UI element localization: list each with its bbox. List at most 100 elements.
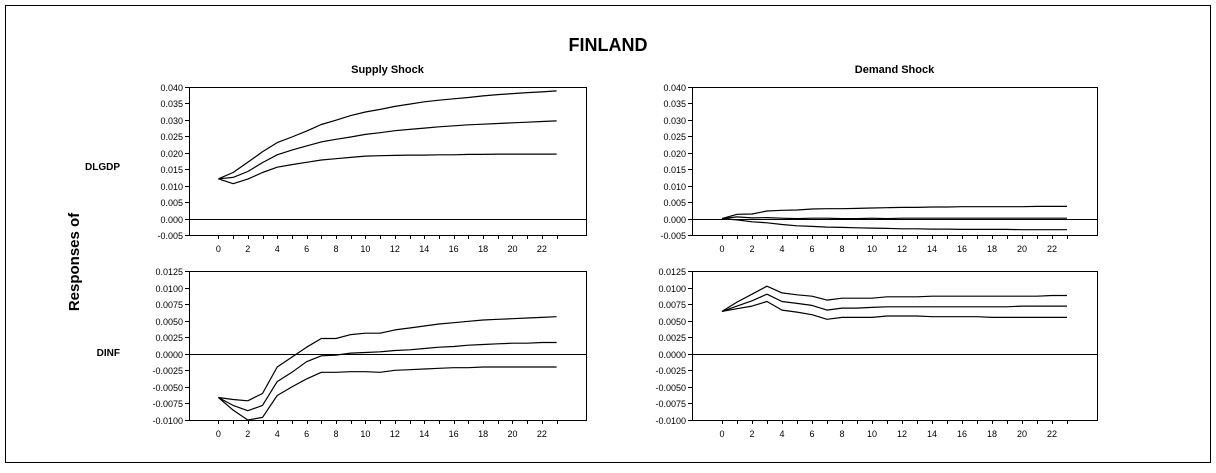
- x-tick-label: 2: [245, 429, 250, 439]
- x-tick-label: 20: [507, 244, 517, 254]
- y-tick-label: 0.0025: [658, 333, 686, 343]
- x-tick-label: 18: [478, 244, 488, 254]
- series-line-3: [721, 218, 1067, 231]
- x-tick-label: 2: [749, 429, 754, 439]
- plot-frame: [692, 87, 1098, 236]
- x-tick-label: 0: [216, 244, 221, 254]
- plot-frame: [189, 87, 587, 236]
- x-tick-label: 22: [1047, 429, 1057, 439]
- y-tick-label: 0.0050: [658, 317, 686, 327]
- x-tick-label: 4: [779, 429, 784, 439]
- y-tick-label: 0.040: [160, 83, 183, 93]
- y-tick-label: -0.0100: [655, 416, 686, 426]
- x-tick-label: 6: [809, 429, 814, 439]
- series-line-3: [218, 153, 557, 185]
- y-tick-label: 0.030: [663, 116, 686, 126]
- panel-1: Supply Shock DLGDP -0.005 0.000 0.005 0.010 0.…: [85, 64, 587, 254]
- y-tick-label: 0.000: [663, 215, 686, 225]
- x-tick-label: 12: [390, 429, 400, 439]
- y-tick-label: -0.005: [157, 231, 183, 241]
- y-tick-label: 0.025: [663, 132, 686, 142]
- y-tick-label: 0.0100: [155, 284, 183, 294]
- x-tick-label: 4: [779, 244, 784, 254]
- x-tick-label: 12: [390, 244, 400, 254]
- series-line-2: [721, 216, 1067, 220]
- x-tick-label: 18: [478, 429, 488, 439]
- x-tick-label: 2: [245, 244, 250, 254]
- y-tick-label: 0.010: [160, 182, 183, 192]
- y-tick-label: 0.0100: [658, 284, 686, 294]
- y-tick-label: -0.0050: [152, 383, 183, 393]
- figure-border: [5, 5, 1211, 463]
- x-tick-label: 8: [839, 429, 844, 439]
- y-tick-label: -0.0075: [655, 399, 686, 409]
- panel-title: Supply Shock: [351, 64, 425, 76]
- panel-2: Demand Shock -0.005 0.000 0.005 0.010 0.015 0.…: [660, 64, 1098, 254]
- x-tick-label: 22: [537, 429, 547, 439]
- y-tick-label: 0.0075: [658, 300, 686, 310]
- y-tick-label: 0.010: [663, 182, 686, 192]
- panel-title: Demand Shock: [855, 64, 935, 76]
- x-tick-label: 14: [419, 429, 429, 439]
- series-line-2: [721, 293, 1067, 312]
- x-tick-label: 0: [216, 429, 221, 439]
- x-tick-label: 6: [809, 244, 814, 254]
- x-tick-label: 16: [957, 244, 967, 254]
- panel-3: DINF -0.0100 -0.0075 -0.0050 -0.0025 0.0000 0.…: [97, 267, 587, 439]
- series-line-3: [721, 300, 1067, 320]
- y-tick-label: 0.030: [160, 116, 183, 126]
- y-tick-label: 0.025: [160, 132, 183, 142]
- x-tick-label: 0: [719, 244, 724, 254]
- y-tick-label: 0.0075: [155, 300, 183, 310]
- y-tick-label: 0.0050: [155, 317, 183, 327]
- plot-frame: [189, 271, 587, 421]
- x-tick-label: 16: [957, 429, 967, 439]
- x-tick-label: 10: [867, 429, 877, 439]
- responses-of-label: Responses of: [66, 212, 83, 311]
- series-line-1: [721, 285, 1067, 312]
- y-tick-label: 0.035: [160, 99, 183, 109]
- y-tick-label: 0.0025: [155, 333, 183, 343]
- x-tick-label: 14: [419, 244, 429, 254]
- series-line-1: [218, 90, 557, 180]
- x-tick-label: 14: [927, 244, 937, 254]
- series-line-1: [218, 316, 557, 402]
- x-tick-label: 14: [927, 429, 937, 439]
- x-tick-label: 12: [897, 244, 907, 254]
- y-tick-label: 0.0000: [155, 350, 183, 360]
- x-tick-label: 20: [1017, 244, 1027, 254]
- y-tick-label: 0.0125: [155, 267, 183, 277]
- y-tick-label: -0.0075: [152, 399, 183, 409]
- figure-title: FINLAND: [569, 35, 648, 55]
- y-tick-label: 0.015: [663, 165, 686, 175]
- x-tick-label: 10: [867, 244, 877, 254]
- x-tick-label: 6: [304, 429, 309, 439]
- x-tick-label: 8: [334, 244, 339, 254]
- y-tick-label: 0.0125: [658, 267, 686, 277]
- x-tick-label: 22: [537, 244, 547, 254]
- row-label: DLGDP: [85, 162, 120, 173]
- y-tick-label: -0.005: [660, 231, 686, 241]
- y-tick-label: 0.005: [160, 198, 183, 208]
- y-tick-label: -0.0050: [655, 383, 686, 393]
- x-tick-label: 10: [360, 244, 370, 254]
- x-tick-label: 4: [275, 244, 280, 254]
- x-tick-label: 2: [749, 244, 754, 254]
- y-tick-label: 0.000: [160, 215, 183, 225]
- x-tick-label: 20: [507, 429, 517, 439]
- x-tick-label: 10: [360, 429, 370, 439]
- panels: Supply Shock DLGDP -0.005 0.000 0.005 0.010 0.…: [85, 64, 1098, 439]
- series-line-3: [218, 366, 557, 421]
- y-tick-label: 0.015: [160, 165, 183, 175]
- x-tick-label: 16: [449, 429, 459, 439]
- series-line-1: [721, 205, 1067, 220]
- x-tick-label: 18: [987, 244, 997, 254]
- x-tick-label: 4: [275, 429, 280, 439]
- y-tick-label: 0.005: [663, 198, 686, 208]
- x-tick-label: 8: [334, 429, 339, 439]
- series-line-2: [218, 341, 557, 412]
- x-tick-label: 20: [1017, 429, 1027, 439]
- x-tick-label: 16: [449, 244, 459, 254]
- y-tick-label: 0.035: [663, 99, 686, 109]
